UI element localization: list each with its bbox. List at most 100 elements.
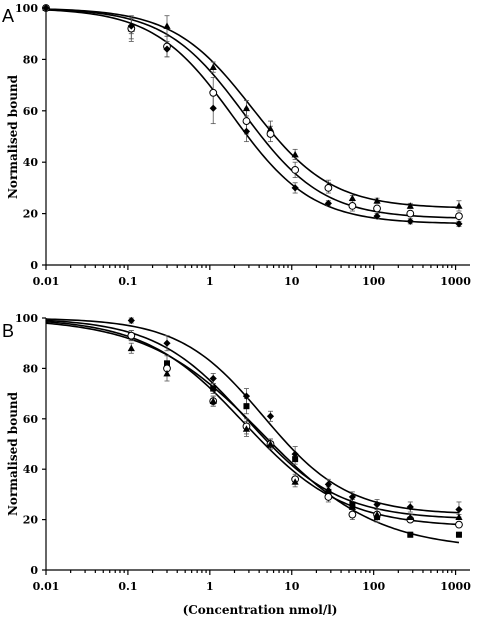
panel-a-series-3-diamond-point — [455, 220, 463, 228]
panel-a-series-3-diamond-point — [324, 199, 332, 207]
panel-a: A Normalised bound 0 20 40 60 80 100 0.01 0.1 1 1… — [2, 2, 471, 288]
panel-a-label: A — [2, 6, 14, 26]
panel-b-series-1-diamond-point — [127, 316, 135, 325]
panel-a-series-1-triangle-fit-curve — [45, 8, 459, 209]
panel-b-series-1-diamond-point — [406, 503, 414, 511]
panel-a-series-3-diamond-point — [291, 184, 299, 192]
panel-b-series-3-open-circle-point — [455, 520, 463, 529]
panel-b-x-tick-label: 100 — [362, 580, 385, 593]
panel-b-series-1-diamond-point — [373, 500, 381, 509]
panel-a-series-1-triangle-point — [209, 63, 217, 70]
panel-b-x-axis-label: (Concentration nmol/l) — [183, 603, 338, 617]
panel-a-data-points — [42, 4, 463, 228]
panel-b-series-1-diamond-point — [163, 339, 171, 347]
panel-b-series-4-triangle-point — [406, 513, 414, 520]
panel-b-y-tick-label: 60 — [23, 413, 39, 426]
panel-b-series-2-square-point — [210, 385, 217, 392]
panel-a-x-tick-label: 1 — [206, 275, 214, 288]
panel-b-axes: 0 20 40 60 80 100 0.01 0.1 1 10 100 1000 — [15, 312, 471, 593]
panel-b-series-2-square-point — [407, 531, 414, 538]
panel-b-y-axis-label: Normalised bound — [6, 391, 20, 516]
panel-a-series-3-diamond-point — [242, 127, 251, 135]
panel-a-y-tick-label: 100 — [15, 2, 38, 15]
panel-a-series-2-open-circle-point — [266, 130, 275, 138]
panel-b-series-1-diamond-point — [209, 374, 217, 383]
panel-b-series-3-open-circle-point — [127, 331, 136, 340]
panel-b-y-tick-label: 20 — [23, 514, 39, 527]
panel-b-series-4-triangle-fit-curve — [45, 319, 460, 519]
panel-b-y-tick-label: 80 — [23, 362, 39, 375]
panel-a-series-2-open-circle-point — [348, 201, 357, 210]
panel-a-x-tick-label: 100 — [362, 275, 385, 288]
panel-a-series-3-diamond-point — [209, 104, 217, 112]
panel-b-series-4-triangle-point — [291, 478, 299, 485]
panel-b-series-1-diamond-point — [455, 505, 463, 514]
panel-a-y-tick-label: 20 — [23, 208, 39, 221]
panel-a-fit-curves — [45, 8, 459, 224]
panel-a-error-bars — [128, 15, 462, 227]
panel-b: B Normalised bound (Concentration nmol/l… — [2, 312, 471, 617]
panel-b-series-2-square-fit-curve — [45, 322, 460, 544]
panel-a-series-3-diamond-fit-curve — [45, 9, 459, 224]
panel-b-series-1-diamond-point — [348, 493, 356, 501]
panel-a-series-2-open-circle-point — [291, 166, 300, 174]
panel-b-x-tick-label: 0.1 — [118, 580, 137, 593]
panel-b-x-tick-label: 10 — [284, 580, 300, 593]
panel-b-series-4-triangle-point — [455, 513, 463, 520]
panel-b-series-3-open-circle-fit-curve — [45, 320, 460, 526]
panel-b-series-4-triangle-point — [242, 425, 251, 432]
panel-a-y-tick-label: 40 — [23, 156, 39, 169]
panel-a-x-tick-label: 1000 — [440, 275, 471, 288]
panel-b-y-tick-label: 0 — [30, 564, 38, 577]
panel-a-series-2-open-circle-fit-curve — [45, 8, 459, 219]
panel-b-series-4-triangle-point — [373, 510, 381, 518]
panel-b-data-points — [127, 316, 463, 538]
panel-b-series-1-diamond-point — [266, 412, 275, 420]
panel-a-series-3-diamond-point — [406, 217, 414, 225]
panel-b-series-2-square-point — [163, 360, 170, 367]
panel-a-series-1-triangle-point — [406, 202, 414, 209]
panel-a-series-2-open-circle-point — [406, 209, 415, 218]
panel-b-series-2-square-point — [455, 531, 462, 538]
panel-a-series-2-open-circle-point — [324, 184, 333, 192]
panel-b-y-tick-label: 40 — [23, 463, 39, 476]
panel-a-y-tick-label: 60 — [23, 105, 39, 118]
panel-b-x-tick-label: 1 — [206, 580, 214, 593]
panel-b-series-4-triangle-point — [127, 344, 135, 352]
panel-b-label: B — [2, 321, 14, 341]
panel-b-series-1-diamond-point — [324, 480, 332, 488]
panel-a-x-tick-label: 10 — [284, 275, 300, 288]
panel-a-series-1-triangle-point — [266, 125, 275, 132]
panel-a-series-2-open-circle-point — [209, 88, 218, 97]
panel-a-y-tick-label: 80 — [23, 53, 39, 66]
panel-a-series-2-open-circle-point — [455, 212, 463, 221]
panel-b-series-4-triangle-point — [348, 503, 356, 510]
panel-b-series-1-diamond-point — [291, 450, 299, 458]
panel-a-x-tick-label: 0.1 — [118, 275, 137, 288]
panel-b-x-tick-label: 1000 — [440, 580, 471, 593]
panel-b-series-3-open-circle-point — [348, 510, 357, 519]
panel-a-series-2-open-circle-point — [242, 117, 251, 125]
panel-a-series-1-triangle-point — [455, 202, 463, 209]
panel-a-series-1-triangle-point — [163, 22, 171, 29]
panel-a-series-3-diamond-point — [42, 4, 50, 12]
panel-b-series-4-triangle-point — [163, 369, 171, 377]
panel-a-series-2-open-circle-point — [373, 204, 381, 213]
panel-a-y-tick-label: 0 — [30, 259, 38, 272]
panel-b-series-1-diamond-point — [242, 392, 251, 400]
panel-b-y-tick-label: 100 — [15, 312, 38, 325]
panel-a-series-3-diamond-point — [163, 45, 171, 53]
panel-b-series-4-triangle-point — [209, 397, 217, 405]
panel-b-series-4-triangle-point — [266, 440, 275, 447]
panel-a-series-1-triangle-point — [242, 104, 251, 112]
panel-a-series-1-triangle-point — [348, 194, 356, 202]
panel-b-fit-curves — [45, 318, 460, 544]
panel-b-x-tick-label: 0.01 — [33, 580, 60, 593]
panel-a-series-3-diamond-point — [373, 212, 381, 220]
panel-a-series-3-diamond-point — [127, 22, 135, 30]
panel-a-x-tick-label: 0.01 — [33, 275, 60, 288]
panel-a-axes: 0 20 40 60 80 100 0.01 0.1 1 10 100 1000 — [15, 2, 471, 288]
panel-b-series-2-square-point — [292, 456, 299, 463]
panel-b-series-1-diamond-fit-curve — [45, 318, 460, 514]
